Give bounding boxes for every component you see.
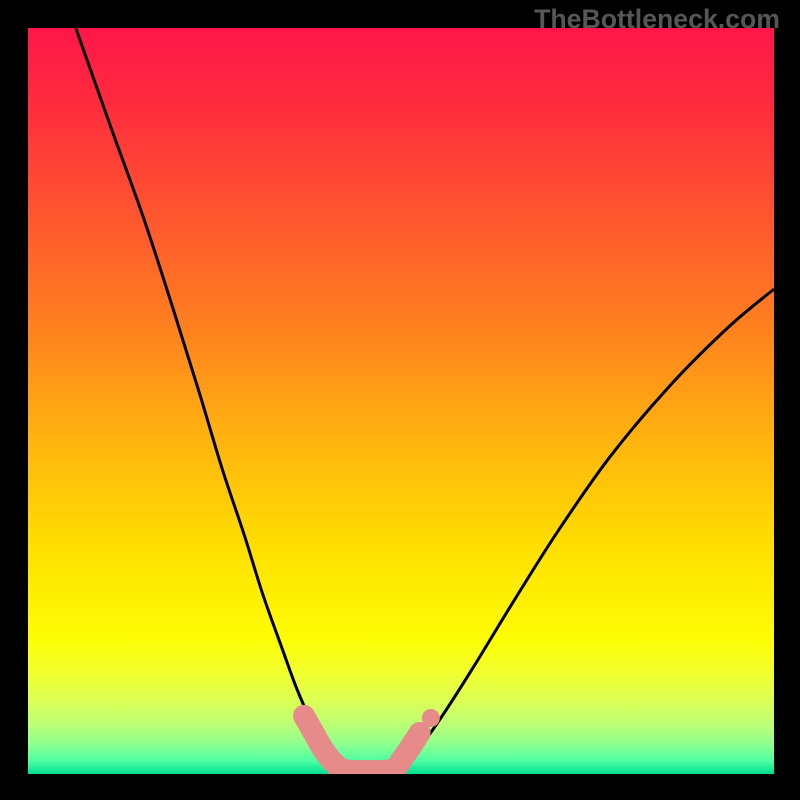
highlight-dot <box>422 709 440 727</box>
gradient-background <box>28 28 774 774</box>
watermark-text: TheBottleneck.com <box>534 4 780 35</box>
chart-container <box>28 28 774 774</box>
bottleneck-chart <box>28 28 774 774</box>
